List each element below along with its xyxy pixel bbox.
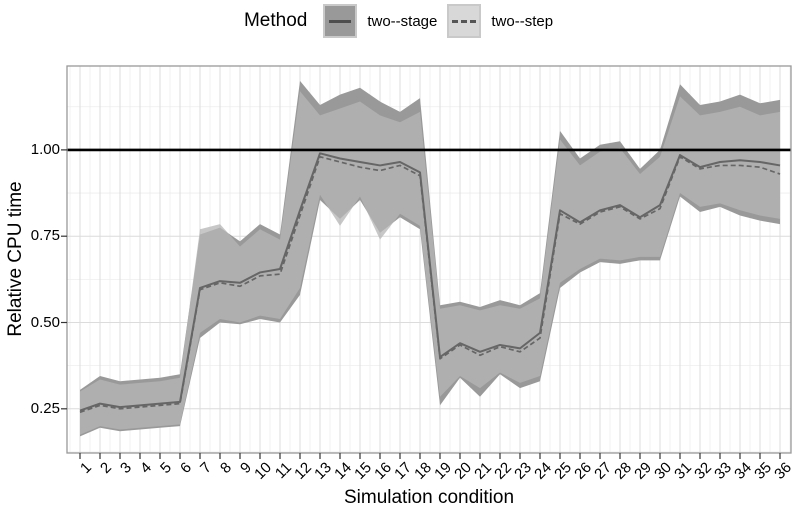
- y-tick-label: 0.50: [30, 313, 60, 331]
- two-step-line: [79, 155, 781, 414]
- solid-line-icon: [329, 19, 352, 23]
- dashed-line-icon: [452, 19, 477, 23]
- two-step-key-swatch: [447, 4, 482, 38]
- two-stage-key-swatch: [323, 4, 358, 38]
- legend-label-two-stage: two--stage: [367, 12, 438, 30]
- legend: Method two--stage two--step: [0, 2, 797, 40]
- legend-item-two-stage: two--stage: [323, 4, 437, 38]
- legend-item-two-step: two--step: [447, 4, 553, 38]
- y-tick-label: 1.00: [30, 140, 60, 158]
- legend-title: Method: [243, 10, 308, 31]
- y-tick-label: 0.25: [30, 399, 60, 417]
- legend-label-two-step: two--step: [491, 12, 554, 30]
- x-axis-title: Simulation condition: [343, 487, 515, 508]
- y-tick-label: 0.75: [30, 227, 60, 245]
- panel-border: [66, 65, 792, 454]
